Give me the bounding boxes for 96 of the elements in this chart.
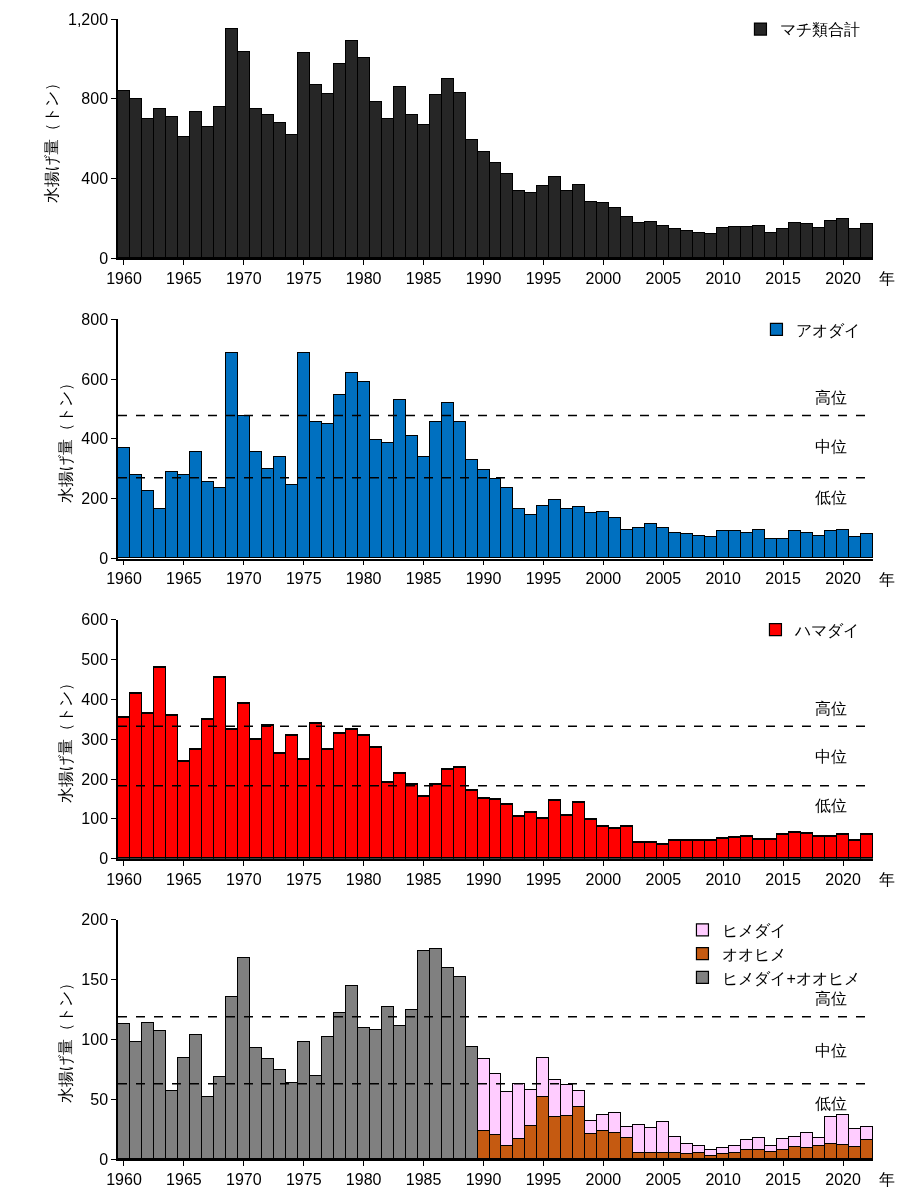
x-tick-label: 2005 bbox=[645, 270, 682, 288]
x-tick-label: 2000 bbox=[585, 1170, 622, 1188]
annotation: 中位 bbox=[815, 748, 847, 765]
x-tick-label: 1985 bbox=[405, 870, 442, 888]
x-tick-label: 2015 bbox=[765, 270, 802, 288]
legend-label: アオダイ bbox=[796, 321, 861, 339]
y-tick-label: 200 bbox=[81, 911, 109, 929]
x-tick-label: 1980 bbox=[345, 270, 382, 288]
y-axis-title: 水揚げ量（トン） bbox=[43, 74, 61, 203]
annotation: 低位 bbox=[815, 797, 847, 814]
y-tick-label: 100 bbox=[81, 1030, 109, 1048]
x-tick-label: 2010 bbox=[705, 570, 742, 588]
x-tick-label: 1975 bbox=[285, 270, 322, 288]
x-tick-label: 1985 bbox=[405, 1170, 442, 1188]
x-tick-label: 1970 bbox=[226, 570, 262, 588]
annotation: 高位 bbox=[815, 990, 847, 1007]
x-tick-label: 1985 bbox=[405, 570, 442, 588]
x-tick-label: 1960 bbox=[106, 870, 142, 888]
x-tick-label: 1990 bbox=[465, 270, 502, 288]
y-tick-label: 600 bbox=[81, 370, 109, 388]
annotation: 高位 bbox=[815, 700, 847, 717]
x-tick-label: 1960 bbox=[106, 1170, 142, 1188]
x-tick-label: 1960 bbox=[106, 270, 142, 288]
y-tick-label: 0 bbox=[99, 249, 109, 267]
x-tick-label: 1970 bbox=[226, 270, 262, 288]
legend-label: マチ類合計 bbox=[780, 21, 861, 39]
x-tick-label: 2015 bbox=[765, 870, 802, 888]
x-tick-label: 2010 bbox=[705, 870, 742, 888]
y-tick-label: 400 bbox=[81, 690, 109, 708]
x-tick-label: 1965 bbox=[166, 1170, 202, 1188]
y-axis-title: 水揚げ量（トン） bbox=[56, 374, 74, 503]
x-tick-label: 1980 bbox=[345, 1170, 382, 1188]
x-axis-title: 年 bbox=[879, 571, 895, 588]
y-tick-label: 500 bbox=[81, 650, 109, 668]
legend-label: ハマダイ bbox=[794, 621, 860, 639]
y-tick-label: 400 bbox=[81, 170, 109, 188]
x-tick-label: 1970 bbox=[226, 870, 262, 888]
x-tick-label: 1980 bbox=[345, 570, 382, 588]
x-axis-title: 年 bbox=[879, 1171, 895, 1188]
y-tick-label: 0 bbox=[99, 1150, 109, 1168]
annotation: 高位 bbox=[815, 389, 847, 406]
x-tick-label: 2000 bbox=[585, 270, 622, 288]
x-tick-label: 1965 bbox=[166, 870, 202, 888]
y-tick-label: 50 bbox=[90, 1090, 109, 1108]
x-tick-label: 2010 bbox=[705, 1170, 742, 1188]
legend-label: ヒメダイ bbox=[722, 922, 787, 940]
x-tick-label: 2005 bbox=[645, 870, 682, 888]
y-tick-label: 800 bbox=[81, 90, 109, 108]
y-tick-label: 200 bbox=[81, 770, 109, 788]
y-tick-label: 800 bbox=[81, 310, 109, 328]
y-tick-label: 300 bbox=[81, 730, 109, 748]
y-tick-label: 150 bbox=[81, 971, 109, 989]
x-tick-label: 1995 bbox=[525, 570, 562, 588]
y-tick-label: 1,200 bbox=[68, 10, 109, 28]
y-tick-label: 100 bbox=[81, 810, 109, 828]
x-tick-label: 2020 bbox=[825, 1170, 861, 1188]
y-axis-title: 水揚げ量（トン） bbox=[56, 975, 74, 1104]
x-tick-label: 1995 bbox=[525, 1170, 562, 1188]
x-tick-label: 2005 bbox=[645, 570, 682, 588]
x-axis-title: 年 bbox=[879, 871, 895, 888]
y-tick-label: 600 bbox=[81, 611, 109, 629]
x-tick-label: 1975 bbox=[285, 870, 322, 888]
x-tick-label: 2010 bbox=[705, 270, 742, 288]
x-tick-label: 1995 bbox=[525, 270, 562, 288]
x-tick-label: 1975 bbox=[285, 1170, 322, 1188]
x-tick-label: 1965 bbox=[166, 570, 202, 588]
x-tick-label: 2015 bbox=[765, 1170, 802, 1188]
x-tick-label: 1960 bbox=[106, 570, 142, 588]
legend-label: ヒメダイ+オオヒメ bbox=[722, 969, 860, 987]
x-tick-label: 1990 bbox=[465, 570, 502, 588]
x-tick-label: 2000 bbox=[585, 870, 622, 888]
x-tick-label: 1970 bbox=[226, 1170, 262, 1188]
x-tick-label: 2020 bbox=[825, 270, 861, 288]
x-tick-label: 1990 bbox=[465, 870, 502, 888]
x-axis-title: 年 bbox=[879, 270, 895, 287]
x-tick-label: 2020 bbox=[825, 570, 861, 588]
y-tick-label: 0 bbox=[99, 850, 109, 868]
y-axis-title: 水揚げ量（トン） bbox=[56, 675, 74, 804]
x-tick-label: 2000 bbox=[585, 570, 622, 588]
x-tick-label: 2020 bbox=[825, 870, 861, 888]
y-tick-label: 200 bbox=[81, 490, 109, 508]
x-tick-label: 2015 bbox=[765, 570, 802, 588]
annotation: 中位 bbox=[815, 1042, 847, 1059]
x-tick-label: 1990 bbox=[465, 1170, 502, 1188]
x-tick-label: 1975 bbox=[285, 570, 322, 588]
annotation: 中位 bbox=[815, 438, 847, 455]
x-tick-label: 2005 bbox=[645, 1170, 682, 1188]
annotation: 低位 bbox=[815, 489, 847, 506]
x-tick-label: 1965 bbox=[166, 270, 202, 288]
annotation: 低位 bbox=[815, 1095, 847, 1112]
x-tick-label: 1980 bbox=[345, 870, 382, 888]
y-tick-label: 0 bbox=[99, 550, 109, 568]
legend-label: オオヒメ bbox=[722, 945, 787, 963]
x-tick-label: 1995 bbox=[525, 870, 562, 888]
y-tick-label: 400 bbox=[81, 430, 109, 448]
x-tick-label: 1985 bbox=[405, 270, 442, 288]
